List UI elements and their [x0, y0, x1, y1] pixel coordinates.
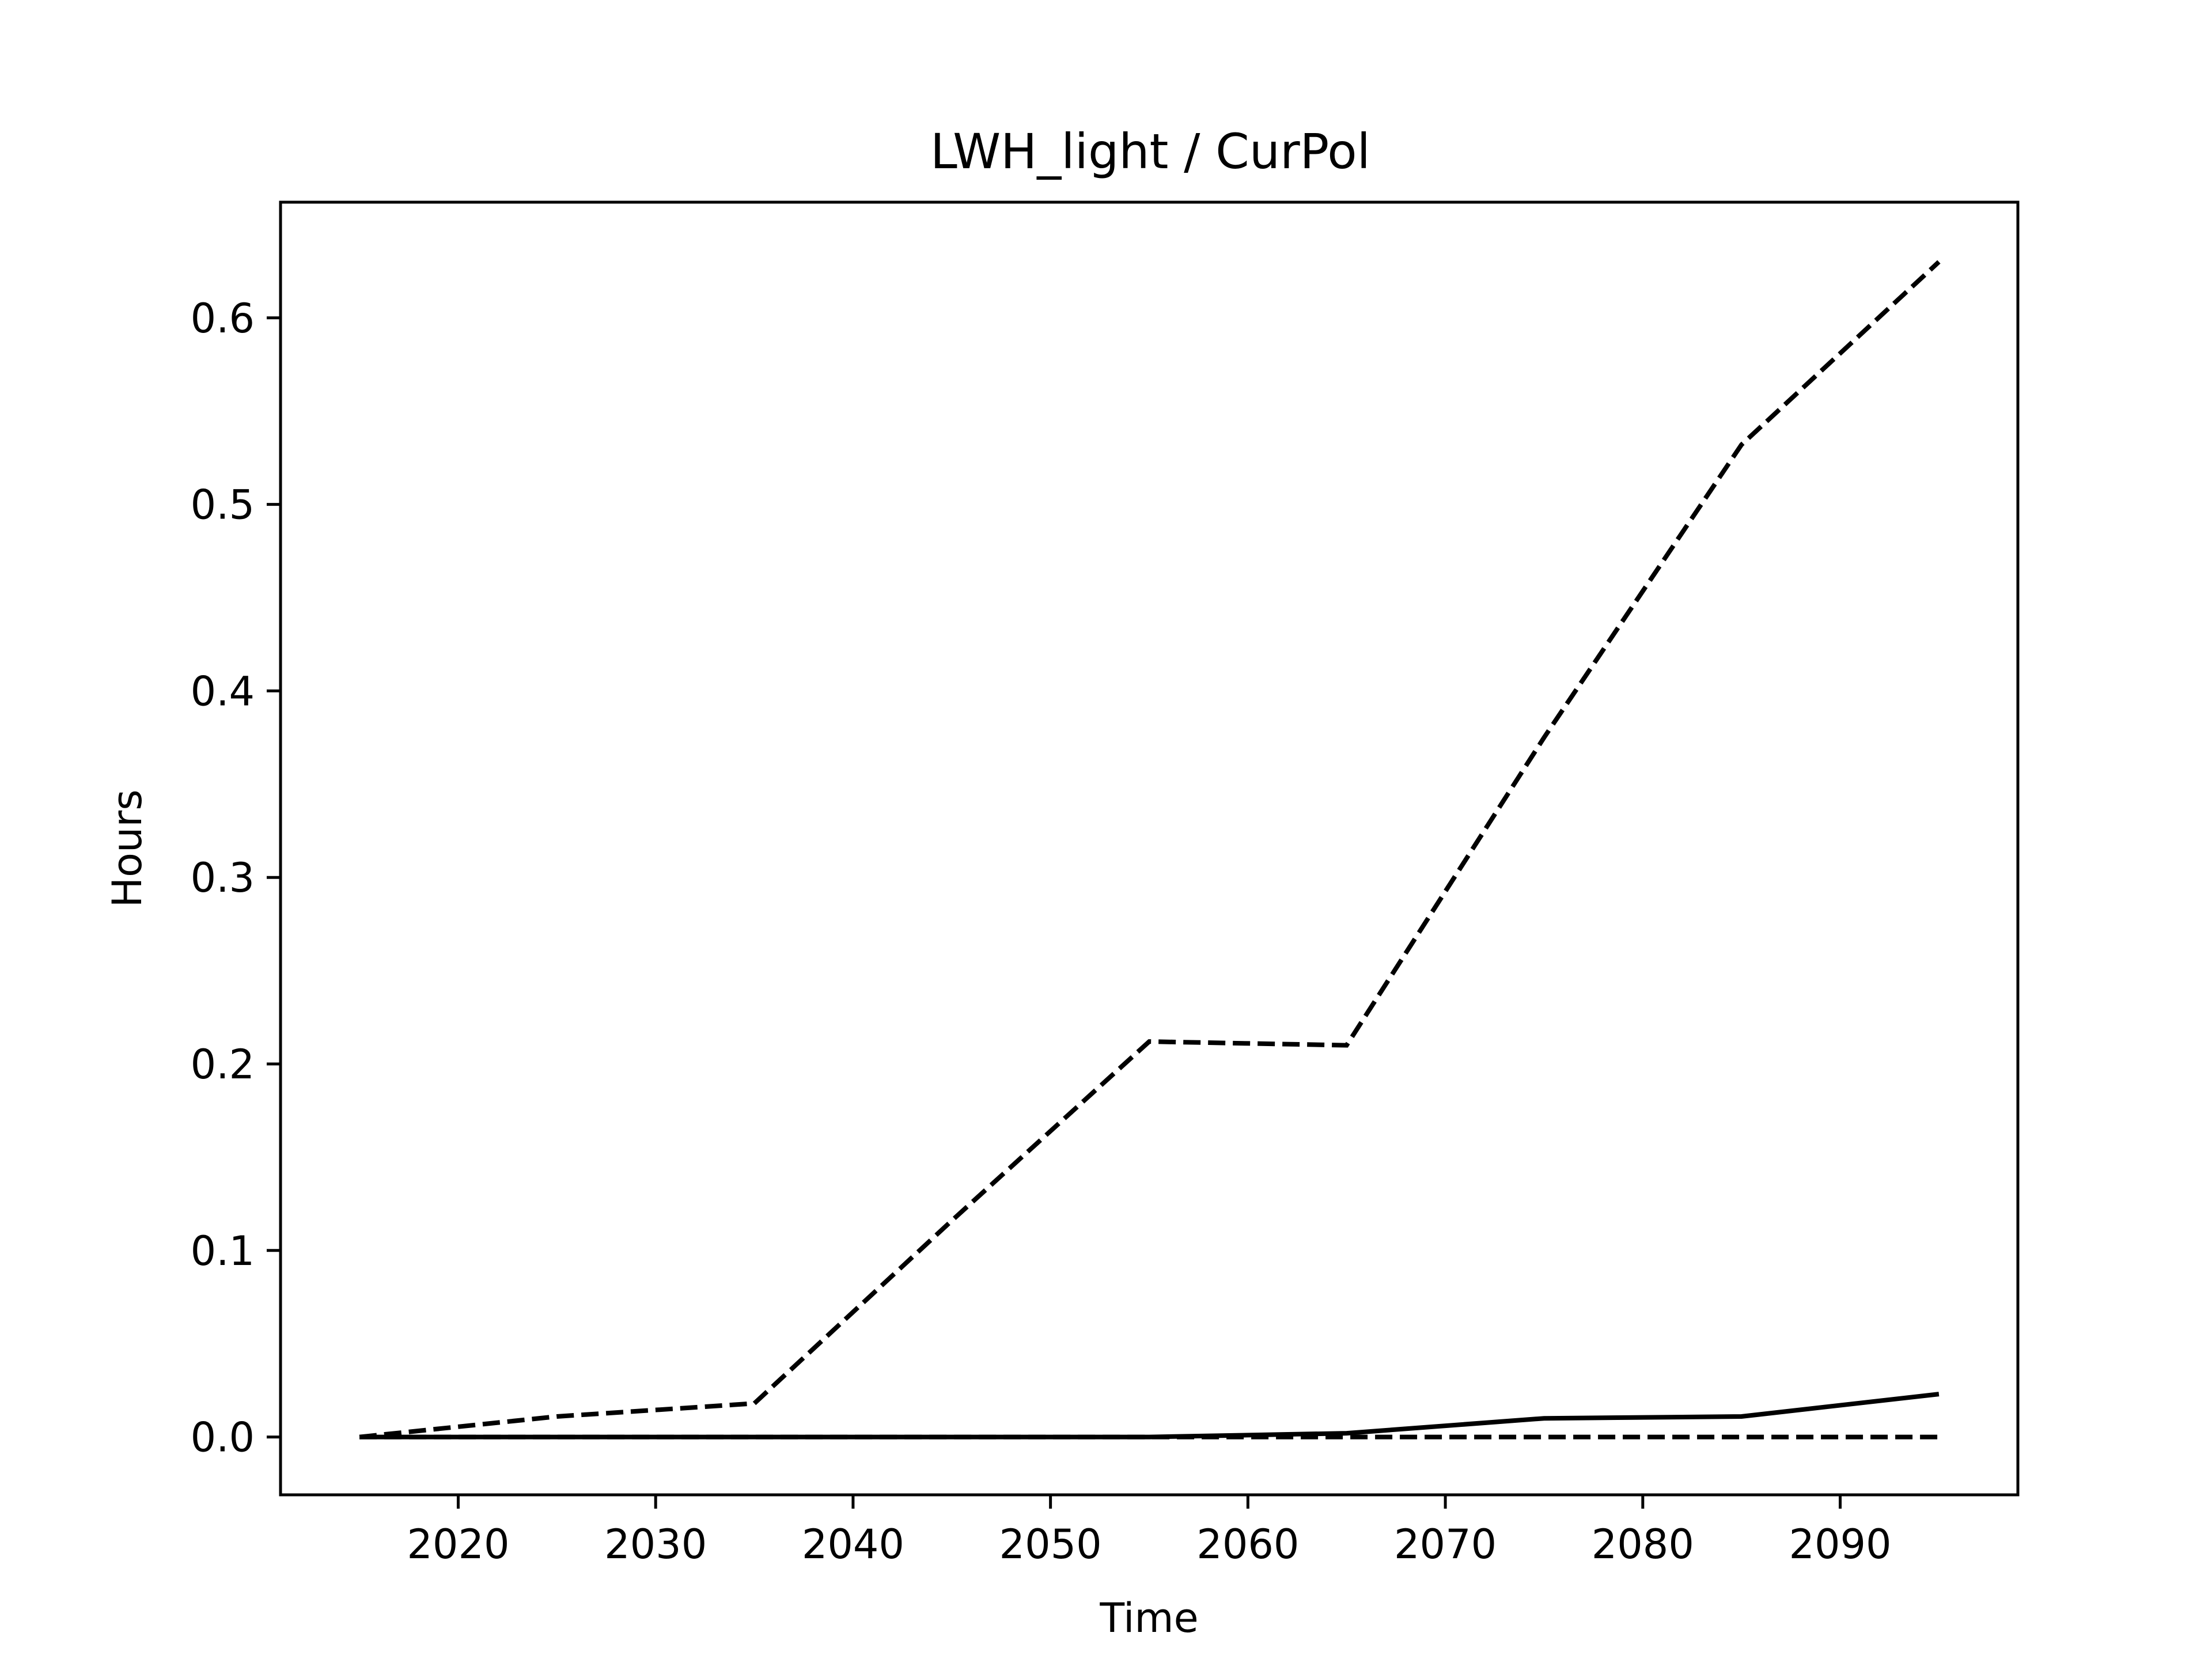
x-tick-label-2080: 2080 — [1592, 1521, 1694, 1568]
series-layer — [359, 260, 1941, 1440]
x-tick-label-2040: 2040 — [802, 1521, 904, 1568]
y-axis-label: Hours — [104, 789, 151, 907]
x-axis-label: Time — [1099, 1594, 1198, 1642]
y-tick-label-0.4: 0.4 — [191, 668, 255, 715]
x-tick-label-2090: 2090 — [1789, 1521, 1891, 1568]
x-tick-label-2020: 2020 — [407, 1521, 509, 1568]
y-axis: 0.0 0.1 0.2 0.3 0.4 0.5 0.6 — [191, 295, 281, 1461]
x-tick-label-2030: 2030 — [604, 1521, 707, 1568]
y-tick-label-0.1: 0.1 — [191, 1228, 255, 1275]
plot-frame — [279, 200, 2020, 1497]
y-tick-label-0.0: 0.0 — [191, 1414, 255, 1461]
x-tick-label-2070: 2070 — [1394, 1521, 1497, 1568]
x-tick-label-2050: 2050 — [999, 1521, 1102, 1568]
x-axis: 2020 2030 2040 2050 2060 2070 2080 2090 — [407, 1495, 1892, 1568]
y-tick-label-0.6: 0.6 — [191, 295, 255, 342]
series-line-1 — [359, 260, 1941, 1440]
y-tick-label-0.3: 0.3 — [191, 854, 255, 902]
y-tick-label-0.5: 0.5 — [191, 482, 255, 529]
y-tick-label-0.2: 0.2 — [191, 1041, 255, 1088]
x-tick-label-2060: 2060 — [1196, 1521, 1299, 1568]
chart-title: LWH_light / CurPol — [930, 123, 1370, 180]
